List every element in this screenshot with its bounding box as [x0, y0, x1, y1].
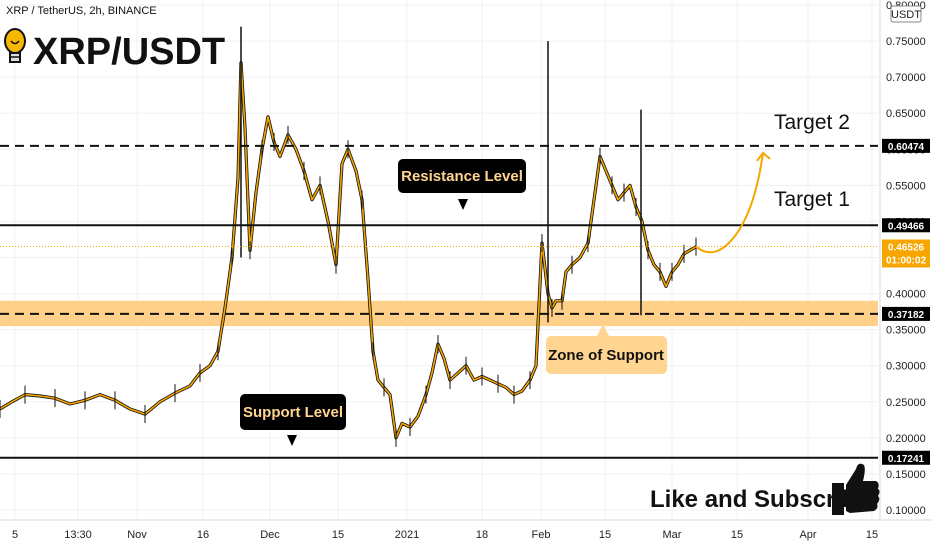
price-series-line: [0, 61, 697, 439]
y-tick-label: 0.70000: [886, 72, 926, 84]
zone-callout: Zone of Support: [546, 324, 667, 374]
resistance-price-tag: [882, 218, 930, 233]
projection-arrow: [695, 152, 764, 254]
resistance-callout: Resistance Level: [398, 159, 526, 210]
x-tick-label: 13:30: [64, 529, 92, 541]
support-callout-text: Support Level: [243, 404, 343, 421]
current-price-tag: [882, 239, 930, 268]
y-tick-label: 0.15000: [886, 469, 926, 481]
y-tick-label: 0.40000: [886, 289, 926, 301]
x-tick-label: 18: [476, 529, 488, 541]
y-tick-label: 0.55000: [886, 180, 926, 192]
time-axis[interactable]: [0, 520, 932, 550]
projection-arrowhead: [756, 151, 771, 162]
x-tick-label: 15: [866, 529, 878, 541]
thumbs-up-icon[interactable]: [832, 463, 880, 515]
symbol-line: XRP / TetherUS, 2h, BINANCE: [6, 5, 157, 17]
y-tick-label: 0.65000: [886, 108, 926, 120]
target1-label: Target 1: [774, 188, 850, 211]
y-tick-label: 0.25000: [886, 397, 926, 409]
x-tick-label: Dec: [260, 529, 280, 541]
y-tick-label: 0.30000: [886, 361, 926, 373]
x-tick-labels: 5 13:30 Nov 16 Dec 15 2021 18 Feb 15 Mar 15 Apr 15: [12, 529, 878, 541]
current-price-tag-text: 0.46526: [888, 242, 925, 253]
y-tick-label: 0.10000: [886, 505, 926, 517]
x-tick-label: 2021: [395, 529, 419, 541]
x-tick-label: Feb: [532, 529, 551, 541]
support-price-tag-text: 0.17241: [888, 454, 925, 465]
x-tick-label: 15: [332, 529, 344, 541]
support-price-tag: [882, 450, 930, 465]
x-tick-label: Nov: [127, 529, 147, 541]
x-tick-label: 15: [599, 529, 611, 541]
x-tick-label: 16: [197, 529, 209, 541]
target2-label: Target 2: [774, 111, 850, 134]
price-tags: 0.60474 0.49466 0.46526 01:00:02 0.37182 0.17…: [882, 138, 930, 465]
target2-price-tag-text: 0.60474: [888, 142, 925, 153]
y-tick-label: 0.20000: [886, 433, 926, 445]
x-tick-label: Apr: [799, 529, 816, 541]
chart-title: XRP/USDT: [33, 31, 225, 73]
resistance-callout-text: Resistance Level: [401, 168, 523, 185]
zone-price-tag-text: 0.37182: [888, 310, 925, 321]
countdown-tag-text: 01:00:02: [886, 255, 926, 266]
y-tick-label: 0.35000: [886, 325, 926, 337]
zone-price-tag: [882, 306, 930, 321]
x-tick-label: 15: [731, 529, 743, 541]
price-series-outline: [0, 61, 697, 440]
lightbulb-icon: [4, 28, 26, 63]
currency-box[interactable]: [890, 5, 922, 23]
target2-price-tag: [882, 138, 930, 153]
x-tick-label: Mar: [663, 529, 682, 541]
y-tick-label: 0.75000: [886, 36, 926, 48]
support-callout: Support Level: [240, 394, 346, 446]
currency-label: USDT: [891, 9, 921, 21]
resistance-price-tag-text: 0.49466: [888, 221, 925, 232]
x-tick-label: 5: [12, 529, 18, 541]
grid-lines: [0, 0, 878, 520]
price-series: [0, 26, 697, 447]
zone-callout-text: Zone of Support: [548, 347, 664, 364]
